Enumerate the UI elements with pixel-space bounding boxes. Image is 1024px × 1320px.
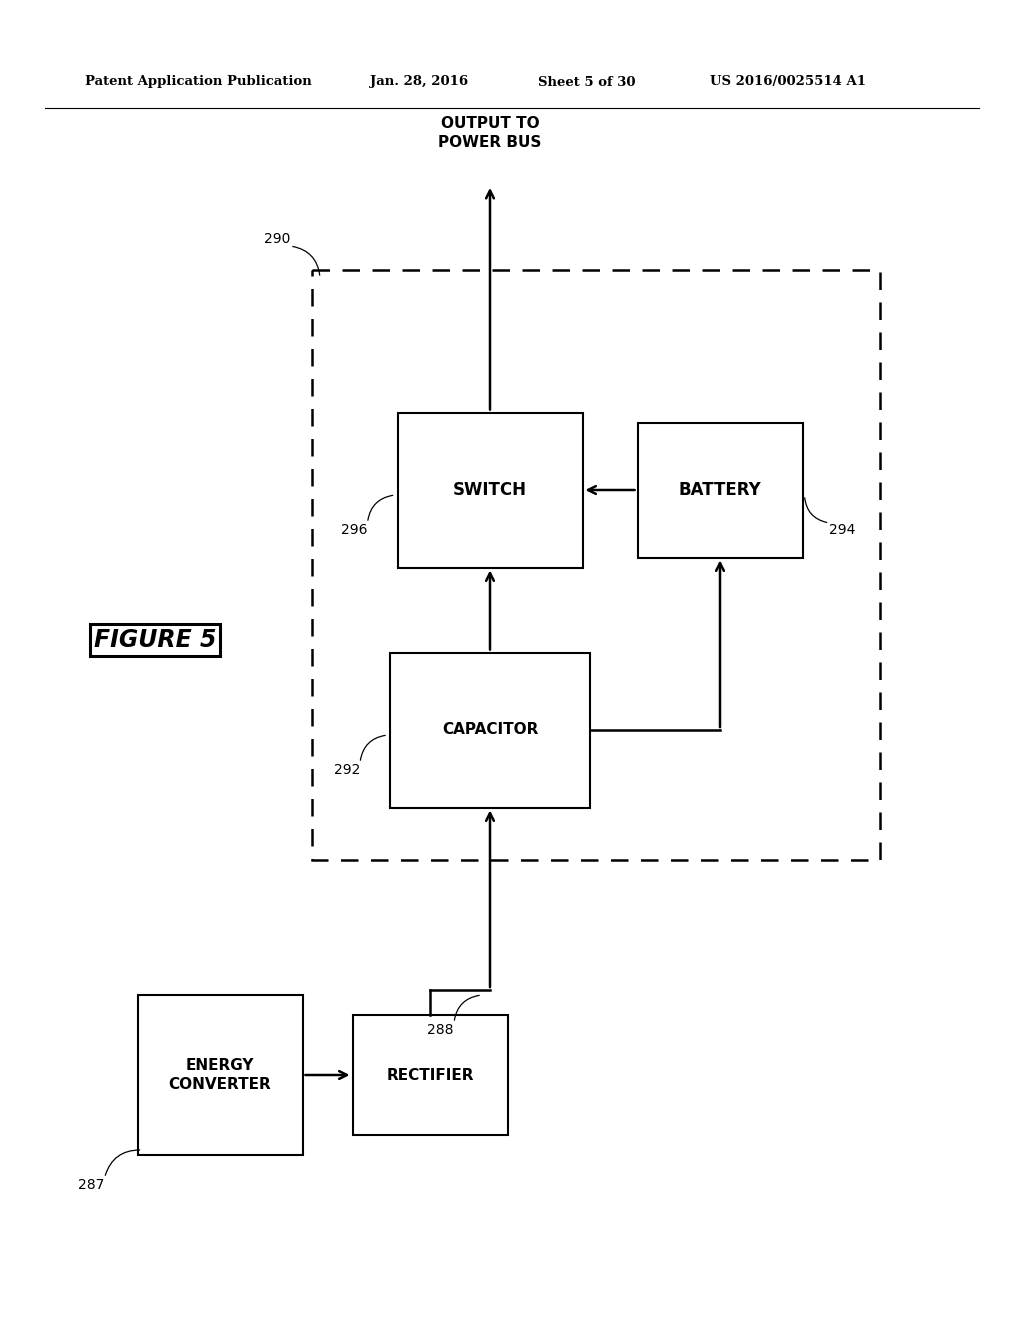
Text: Patent Application Publication: Patent Application Publication: [85, 75, 311, 88]
Bar: [352, 1015, 508, 1135]
Text: OUTPUT TO
POWER BUS: OUTPUT TO POWER BUS: [438, 116, 542, 150]
Text: 292: 292: [334, 763, 360, 777]
Text: FIGURE 5: FIGURE 5: [94, 628, 216, 652]
Bar: [638, 422, 803, 557]
Text: 287: 287: [78, 1177, 104, 1192]
Text: BATTERY: BATTERY: [679, 480, 762, 499]
Bar: [137, 995, 302, 1155]
Text: 288: 288: [427, 1023, 454, 1038]
Text: Sheet 5 of 30: Sheet 5 of 30: [538, 75, 636, 88]
Text: CAPACITOR: CAPACITOR: [441, 722, 539, 738]
Text: Jan. 28, 2016: Jan. 28, 2016: [370, 75, 468, 88]
Bar: [397, 412, 583, 568]
Text: ENERGY
CONVERTER: ENERGY CONVERTER: [169, 1057, 271, 1093]
Text: RECTIFIER: RECTIFIER: [386, 1068, 474, 1082]
Text: SWITCH: SWITCH: [453, 480, 527, 499]
Text: US 2016/0025514 A1: US 2016/0025514 A1: [710, 75, 866, 88]
Text: 294: 294: [829, 523, 856, 537]
Bar: [390, 652, 590, 808]
Text: 296: 296: [341, 523, 368, 537]
Text: 290: 290: [263, 232, 290, 246]
Bar: [312, 271, 880, 861]
